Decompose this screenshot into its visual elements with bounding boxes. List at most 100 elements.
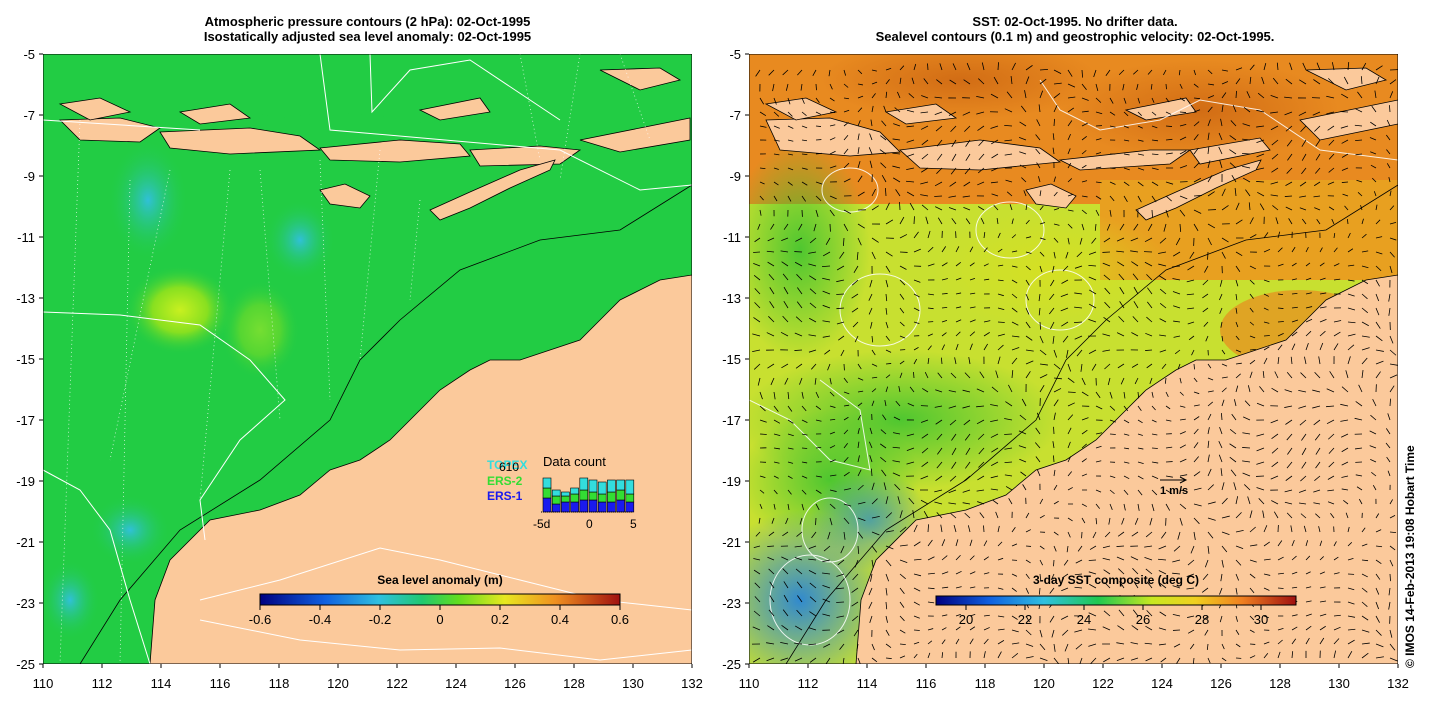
- velocity-vector: [951, 218, 957, 225]
- velocity-vector: [1370, 121, 1377, 127]
- velocity-vector: [852, 615, 859, 622]
- velocity-vector: [1095, 391, 1101, 399]
- velocity-vector: [1053, 559, 1055, 567]
- velocity-vector: [1104, 531, 1111, 538]
- velocity-vector: [787, 489, 792, 495]
- x-tick-label: 132: [681, 676, 703, 691]
- velocity-vector: [1163, 223, 1167, 232]
- velocity-vector: [1004, 153, 1013, 156]
- velocity-vector: [801, 181, 808, 186]
- velocity-vector: [1235, 385, 1239, 393]
- velocity-vector: [1271, 139, 1279, 146]
- velocity-vector: [1333, 278, 1341, 281]
- velocity-vector: [1009, 204, 1013, 211]
- velocity-vector: [1193, 147, 1199, 155]
- velocity-vector: [1008, 384, 1013, 393]
- velocity-vector: [1172, 585, 1181, 589]
- velocity-vector: [1291, 651, 1294, 659]
- velocity-vector: [1088, 349, 1097, 354]
- velocity-vector: [1177, 531, 1181, 540]
- velocity-vector: [1149, 517, 1153, 526]
- velocity-vector: [1219, 293, 1223, 301]
- velocity-vector: [1151, 503, 1155, 512]
- velocity-vector: [1389, 221, 1397, 225]
- velocity-vector: [1049, 587, 1055, 594]
- velocity-vector: [1375, 360, 1384, 365]
- velocity-vector: [885, 545, 894, 550]
- velocity-vector: [1063, 559, 1069, 566]
- velocity-vector: [1116, 556, 1125, 561]
- velocity-vector: [796, 609, 803, 617]
- velocity-vector: [1067, 107, 1075, 113]
- data-count-bar: [551, 503, 561, 513]
- velocity-vector: [780, 250, 789, 253]
- velocity-vector: [964, 372, 971, 379]
- velocity-vector: [906, 180, 915, 183]
- velocity-vector: [1374, 90, 1377, 99]
- velocity-vector: [936, 167, 943, 174]
- velocity-vector: [808, 545, 817, 550]
- velocity-vector: [1287, 447, 1293, 455]
- data-count-bar: [616, 479, 625, 491]
- velocity-vector: [1021, 398, 1027, 407]
- data-count-bar: [588, 499, 598, 513]
- velocity-vector: [1375, 656, 1384, 659]
- velocity-vector: [1298, 489, 1307, 493]
- velocity-vector: [1235, 251, 1243, 257]
- velocity-vector: [1328, 153, 1335, 160]
- velocity-vector: [1118, 568, 1125, 575]
- velocity-vector: [1232, 105, 1237, 113]
- velocity-vector: [829, 150, 836, 155]
- velocity-vector: [885, 512, 893, 519]
- velocity-vector: [1305, 330, 1312, 337]
- velocity-vector: [1388, 177, 1391, 183]
- velocity-vector: [798, 223, 803, 231]
- velocity-vector: [1333, 247, 1338, 253]
- velocity-vector: [815, 152, 822, 155]
- velocity-vector: [1165, 111, 1172, 115]
- velocity-vector: [787, 475, 793, 479]
- velocity-vector: [1137, 405, 1142, 411]
- velocity-vector: [1067, 657, 1070, 664]
- velocity-vector: [1315, 167, 1321, 174]
- velocity-vector: [1277, 540, 1283, 547]
- velocity-vector: [1202, 307, 1209, 313]
- velocity-vector: [1371, 105, 1377, 113]
- x-tick-label: 112: [92, 676, 113, 691]
- velocity-vector: [808, 558, 817, 561]
- velocity-vector: [868, 147, 873, 155]
- velocity-vector: [1011, 279, 1018, 284]
- velocity-vector: [1249, 335, 1256, 339]
- velocity-vector: [1025, 587, 1030, 594]
- velocity-vector: [836, 615, 845, 618]
- velocity-vector: [809, 237, 817, 244]
- velocity-vector: [1165, 97, 1170, 103]
- velocity-vector: [1175, 237, 1181, 246]
- velocity-vector: [983, 627, 990, 631]
- velocity-vector: [993, 204, 999, 211]
- velocity-vector: [899, 601, 905, 608]
- velocity-vector: [1235, 573, 1240, 581]
- left-title-line2: Isostatically adjusted sea level anomaly…: [203, 29, 532, 44]
- velocity-vector: [1301, 139, 1307, 147]
- velocity-vector: [1341, 475, 1349, 478]
- velocity-vector: [1053, 484, 1058, 491]
- velocity-vector: [1319, 637, 1325, 645]
- velocity-vector: [1005, 401, 1013, 407]
- velocity-vector: [1095, 138, 1102, 141]
- velocity-vector: [1161, 363, 1167, 369]
- velocity-vector: [1300, 372, 1307, 379]
- sla-low-eddy: [90, 495, 170, 565]
- velocity-vector: [1357, 192, 1363, 197]
- velocity-vector: [951, 447, 957, 456]
- velocity-vector: [1341, 93, 1349, 99]
- velocity-vector: [1052, 441, 1055, 449]
- velocity-vector: [1375, 629, 1382, 636]
- velocity-vector: [1147, 223, 1153, 232]
- velocity-vector: [1173, 545, 1181, 552]
- velocity-vector: [1193, 162, 1200, 169]
- velocity-vector: [773, 461, 780, 464]
- velocity-vector: [927, 524, 929, 533]
- velocity-vector: [1179, 517, 1183, 526]
- velocity-vector: [1313, 195, 1321, 198]
